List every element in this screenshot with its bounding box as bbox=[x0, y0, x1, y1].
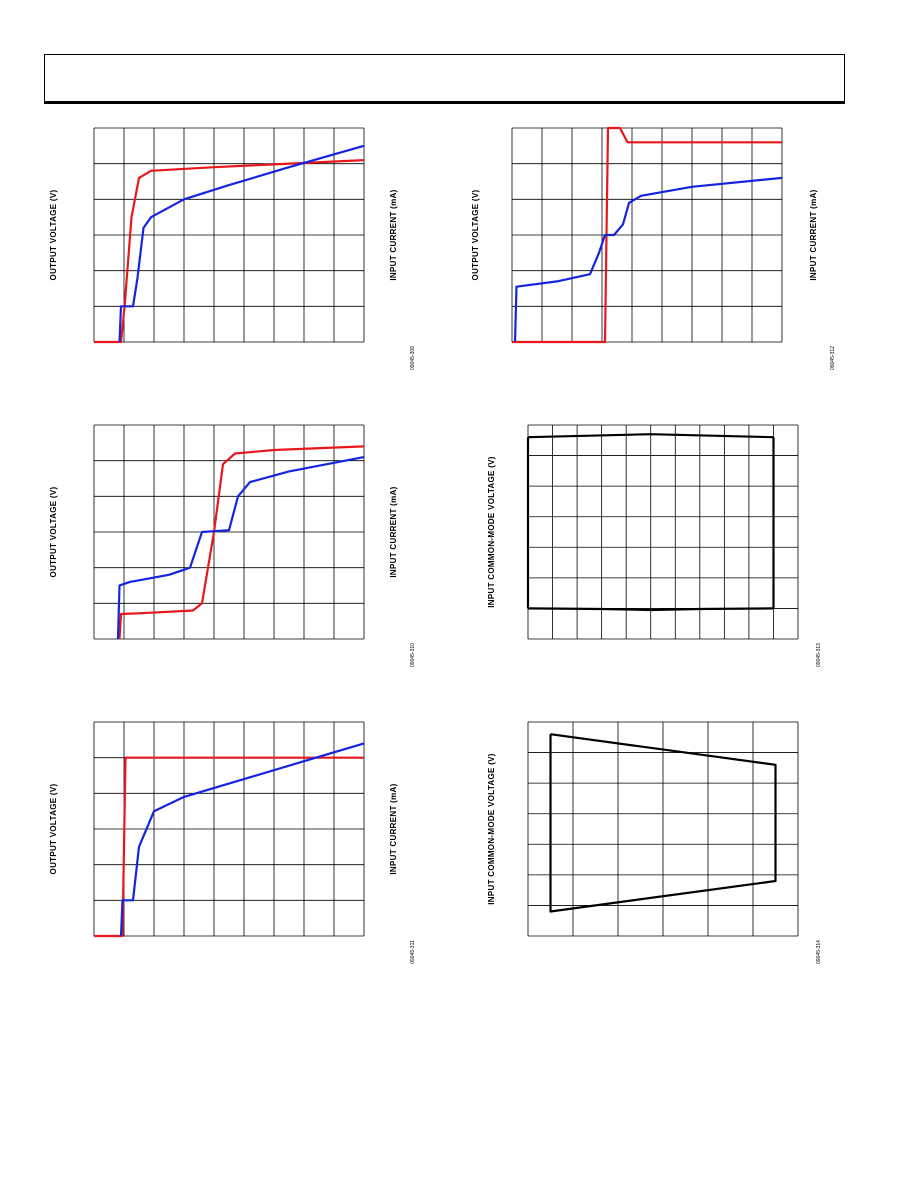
series-line-1 bbox=[527, 433, 774, 439]
series-line-1 bbox=[118, 445, 365, 640]
figure-id: 09045-309 bbox=[410, 346, 416, 370]
y-axis-label-left: OUTPUT VOLTAGE (V) bbox=[49, 487, 58, 578]
chart-2-svg: OUTPUT VOLTAGE (V) INPUT CURRENT (mA) 0904… bbox=[49, 424, 416, 667]
series-line-1 bbox=[94, 756, 364, 938]
y-axis-label-right: INPUT CURRENT (mA) bbox=[389, 783, 398, 874]
series-line-1 bbox=[549, 733, 777, 913]
figure-id: 09045-311 bbox=[410, 940, 416, 964]
figure-id: 09045-312 bbox=[830, 346, 836, 370]
series-line-2 bbox=[116, 456, 365, 640]
y-axis-label-right: INPUT CURRENT (mA) bbox=[809, 189, 818, 280]
series-line-1 bbox=[94, 159, 365, 344]
y-axis-label-left: OUTPUT VOLTAGE (V) bbox=[49, 784, 58, 875]
chart-4-svg: OUTPUT VOLTAGE (V) INPUT CURRENT (mA) 0904… bbox=[471, 126, 836, 370]
figure-id: 09045-314 bbox=[816, 940, 822, 964]
chart-3-svg: OUTPUT VOLTAGE (V) INPUT CURRENT (mA) 0904… bbox=[49, 721, 416, 964]
y-axis-label-left: OUTPUT VOLTAGE (V) bbox=[471, 190, 480, 281]
y-axis-label-right: INPUT CURRENT (mA) bbox=[389, 486, 398, 577]
chart-6-svg: INPUT COMMON-MODE VOLTAGE (V) 09045-314 bbox=[487, 721, 822, 964]
chart-grid bbox=[93, 721, 365, 937]
page-header-box bbox=[44, 54, 845, 104]
y-axis-label-left: INPUT COMMON-MODE VOLTAGE (V) bbox=[487, 753, 496, 905]
chart-grid bbox=[511, 127, 783, 343]
figure-id: 09045-313 bbox=[816, 643, 822, 667]
chart-grid bbox=[527, 721, 799, 937]
series-line-2 bbox=[527, 607, 774, 612]
y-axis-label-left: OUTPUT VOLTAGE (V) bbox=[49, 190, 58, 281]
series-line-2 bbox=[119, 742, 365, 937]
chart-5-svg: INPUT COMMON-MODE VOLTAGE (V) 09045-313 bbox=[487, 424, 822, 667]
y-axis-label-right: INPUT CURRENT (mA) bbox=[389, 189, 398, 280]
chart-1-svg: OUTPUT VOLTAGE (V) INPUT CURRENT (mA) 0904… bbox=[49, 127, 416, 370]
y-axis-label-left: INPUT COMMON-MODE VOLTAGE (V) bbox=[487, 456, 496, 608]
chart-grid bbox=[93, 424, 365, 640]
chart-grid bbox=[93, 127, 365, 343]
chart-grid bbox=[527, 424, 799, 640]
series-line-2 bbox=[118, 144, 365, 343]
series-line-1 bbox=[512, 126, 782, 344]
figure-id: 09045-310 bbox=[410, 643, 416, 667]
series-line-2 bbox=[513, 176, 783, 343]
